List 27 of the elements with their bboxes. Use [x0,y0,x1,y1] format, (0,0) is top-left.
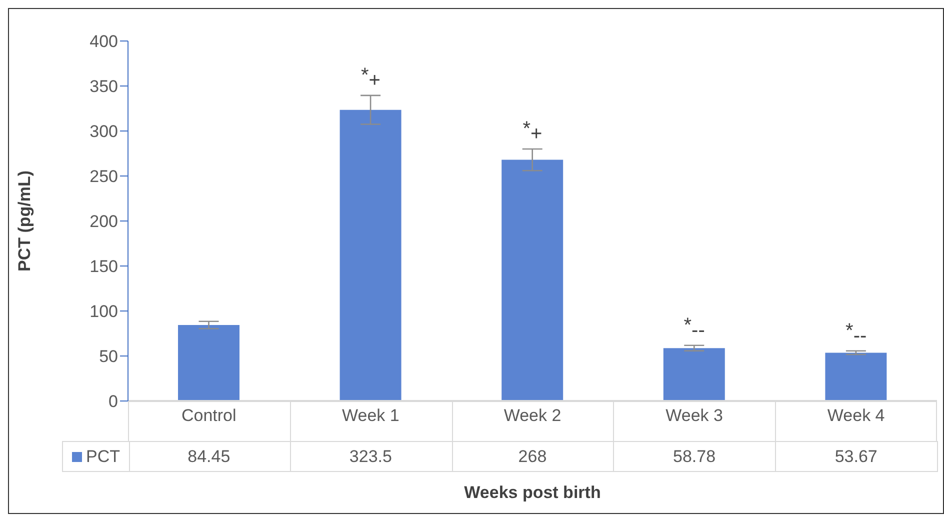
bar [502,160,564,401]
bar [178,324,240,401]
x-tick-label: Control [181,406,236,426]
y-tick-label: 400 [90,32,118,52]
y-tick-label: 0 [108,392,118,412]
data-label: 268 [452,441,614,472]
data-label: 53.67 [775,441,938,472]
y-tick-label: 100 [90,302,118,322]
y-tick-label: 300 [90,122,118,142]
legend-label: PCT [86,446,120,466]
y-tick-label: 200 [90,212,118,232]
data-label: 58.78 [613,441,776,472]
data-label: 84.45 [128,441,291,472]
x-tick-label: Week 4 [827,406,885,426]
y-tick-label: 50 [99,347,118,366]
bar [340,110,402,401]
bar [825,352,887,401]
x-tick-label: Week 1 [342,406,400,426]
bar [663,348,725,401]
y-tick-label: 250 [90,167,118,186]
y-tick-label: 350 [90,77,118,96]
y-tick-label: 150 [90,257,118,276]
x-tick-label: Week 3 [666,406,723,426]
x-tick-label: Week 2 [504,406,562,426]
y-axis-title: PCT (pg/mL) [15,170,34,272]
data-label: 323.5 [290,441,453,472]
x-axis-title: Weeks post birth [463,483,602,503]
